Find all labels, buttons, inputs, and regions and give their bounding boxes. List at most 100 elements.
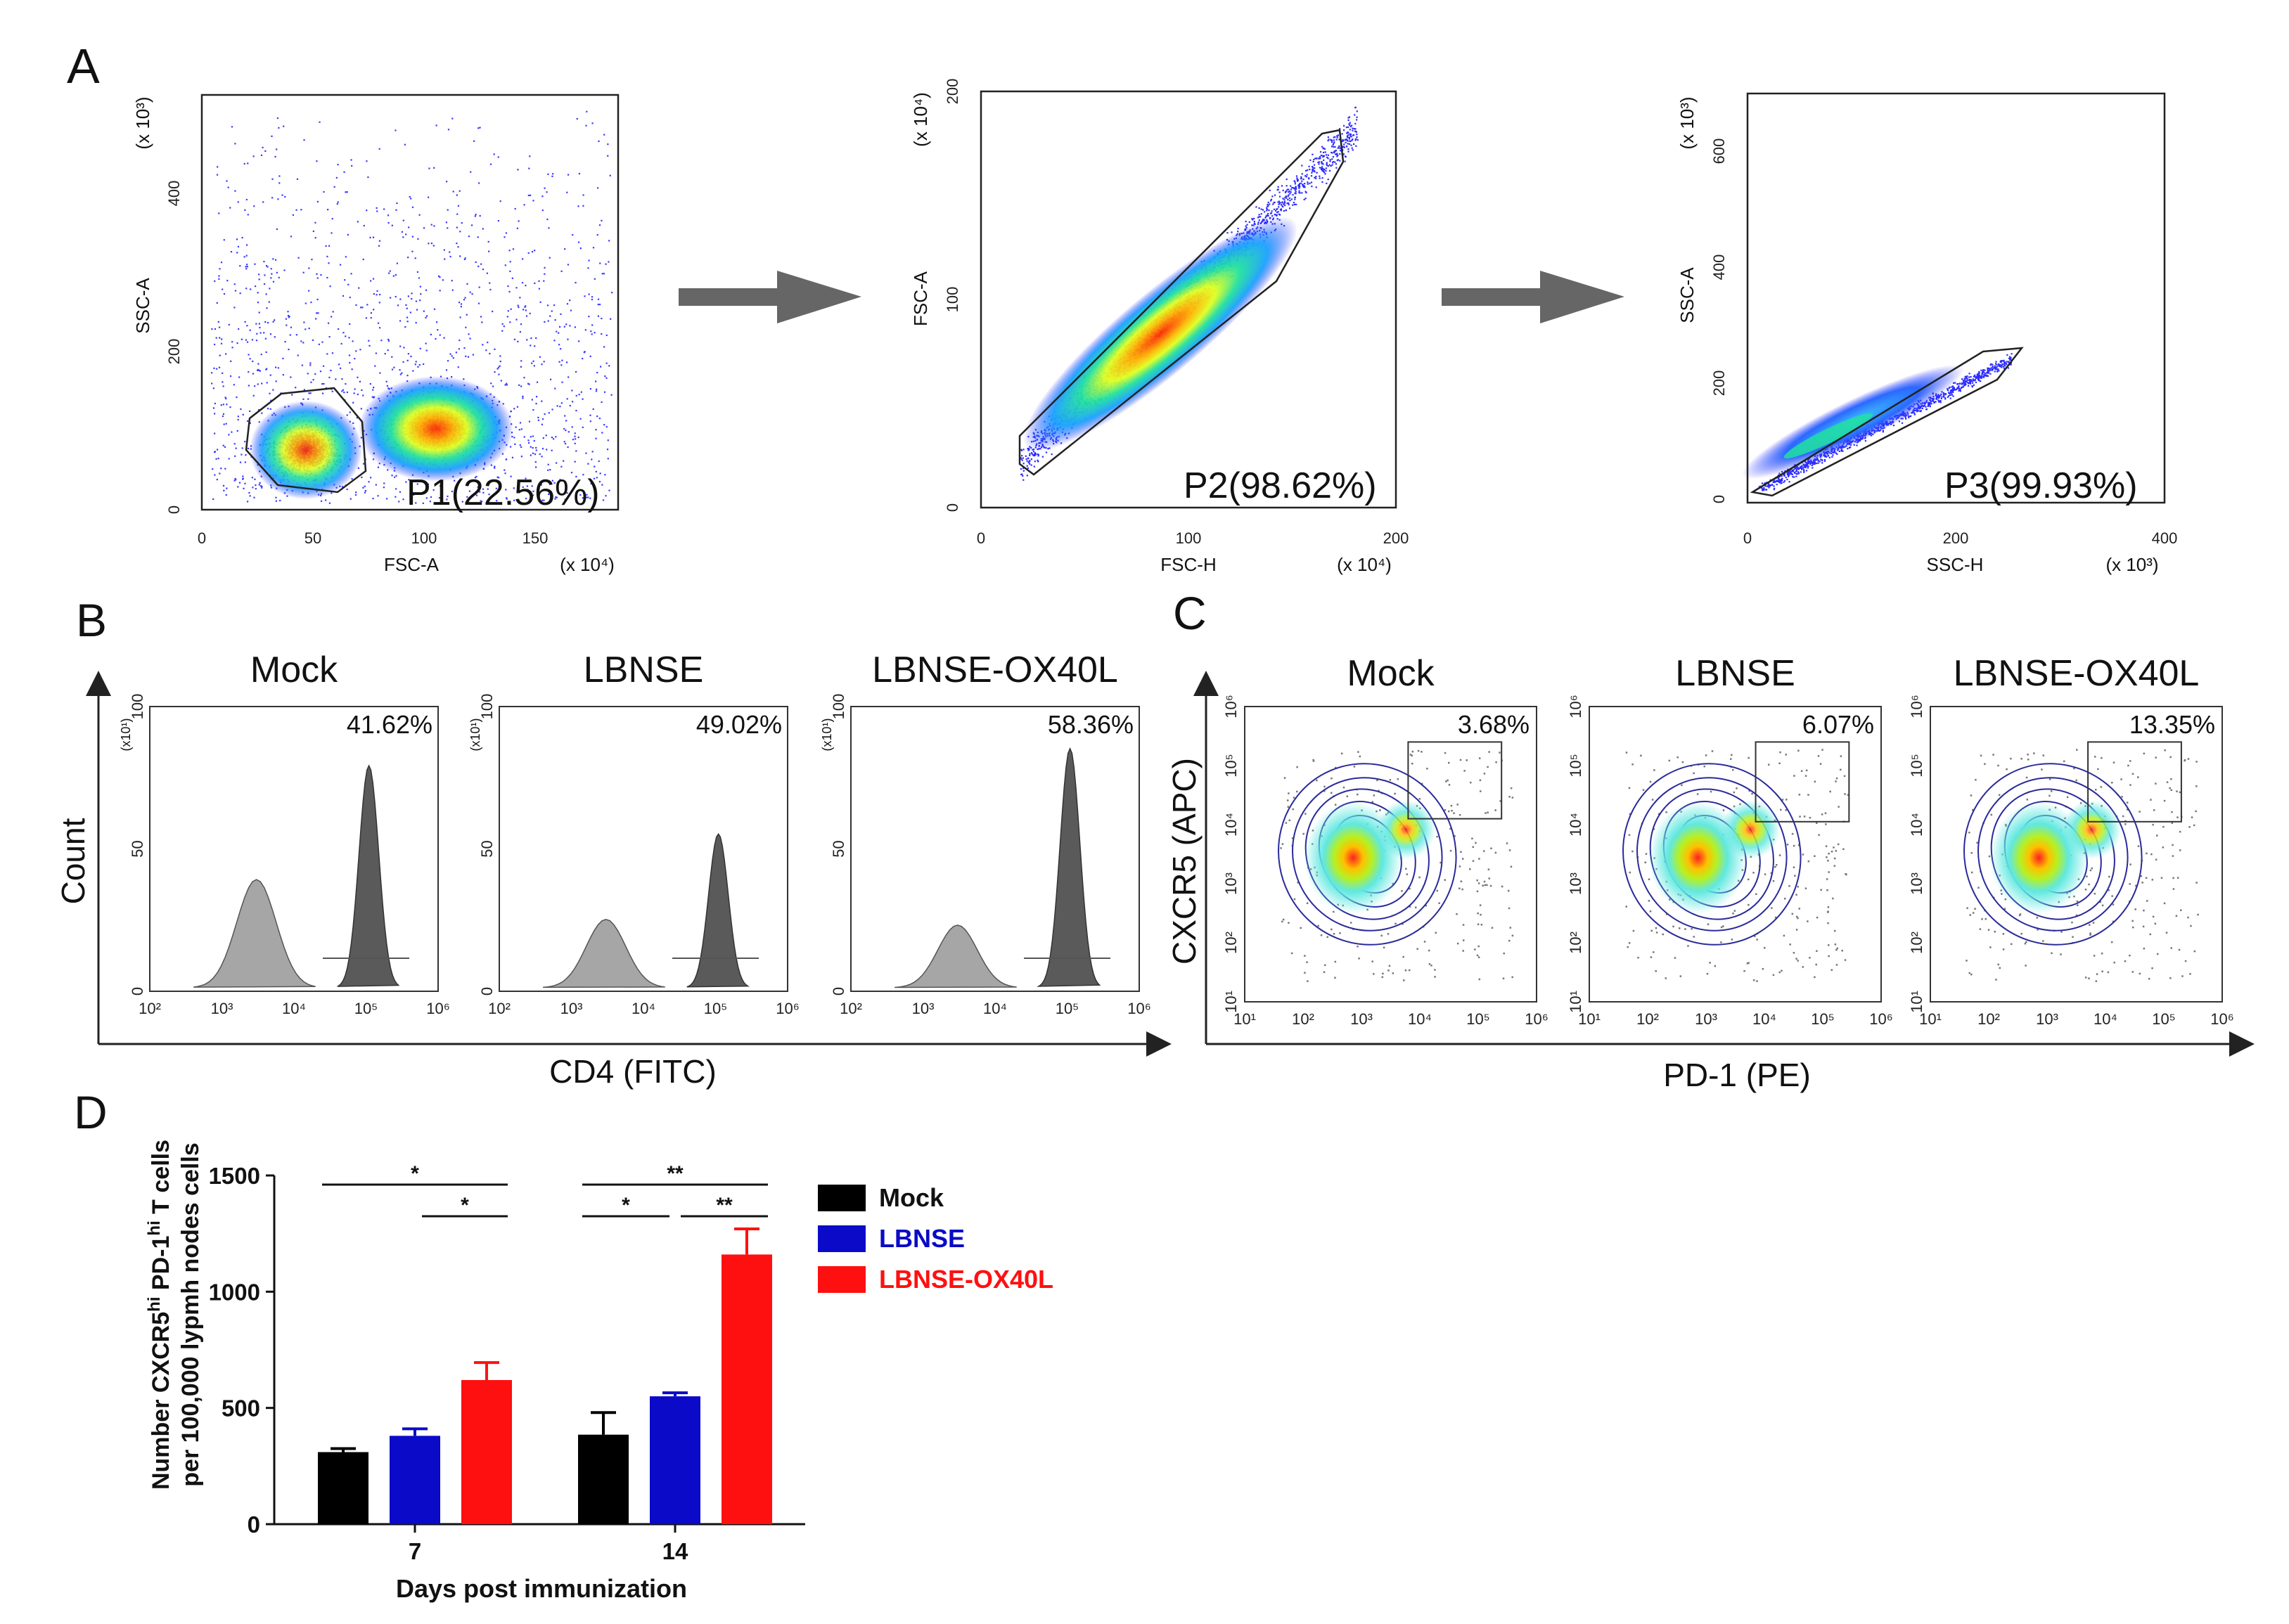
a2-dot bbox=[1349, 129, 1351, 131]
a2-dot bbox=[1357, 138, 1359, 141]
a2-dot bbox=[1268, 210, 1270, 212]
a1-dot bbox=[598, 418, 601, 420]
a1-dot bbox=[481, 321, 483, 323]
a2-dot bbox=[1026, 465, 1028, 467]
a1-dot bbox=[245, 254, 248, 257]
a1-dot bbox=[541, 195, 544, 198]
a3-dot bbox=[1817, 460, 1820, 462]
a3-dot bbox=[1989, 369, 1992, 371]
a1-dot bbox=[264, 274, 266, 276]
a1-dot bbox=[274, 366, 277, 368]
a3-dot bbox=[1856, 444, 1858, 446]
a1-dot bbox=[238, 328, 240, 330]
a1-dot bbox=[563, 441, 565, 443]
a1-dot bbox=[308, 290, 310, 292]
a3-dot bbox=[1776, 480, 1779, 483]
a1-dot bbox=[214, 474, 216, 476]
a1-dot bbox=[401, 372, 403, 374]
a1-dot bbox=[348, 337, 350, 339]
a3-dot bbox=[1788, 473, 1790, 475]
a2-dot bbox=[1332, 143, 1334, 146]
a3-dot bbox=[1790, 470, 1793, 472]
a2-dot bbox=[1326, 164, 1328, 167]
a2-dot bbox=[1324, 151, 1326, 153]
a1-dot bbox=[605, 377, 608, 379]
a1-dot bbox=[355, 491, 357, 494]
a2-dot bbox=[1290, 191, 1292, 193]
a1-dot bbox=[591, 324, 594, 326]
a3-dot bbox=[1990, 363, 1992, 365]
a1-dot bbox=[233, 307, 236, 309]
a3-dot bbox=[1956, 387, 1958, 389]
a3-dot bbox=[1956, 382, 1959, 385]
a3-dot bbox=[1973, 384, 1975, 386]
a1-dot bbox=[271, 135, 273, 137]
a2-dot bbox=[1302, 185, 1304, 187]
a3-dot bbox=[1783, 475, 1785, 477]
a1-dot bbox=[372, 278, 375, 280]
a1-dot bbox=[567, 264, 570, 266]
a3-dot bbox=[1971, 380, 1973, 382]
a1-dot bbox=[316, 200, 319, 203]
a1-dot bbox=[288, 348, 290, 351]
a1-dot bbox=[506, 382, 508, 385]
a1-dot bbox=[270, 399, 272, 401]
a1-dot bbox=[243, 162, 245, 165]
a3-dot bbox=[1933, 401, 1935, 404]
a2-dot bbox=[1293, 180, 1295, 182]
a1-dot bbox=[278, 182, 281, 184]
a1-dot bbox=[561, 381, 563, 383]
a1-dot bbox=[459, 339, 461, 342]
a1-dot bbox=[534, 460, 537, 463]
a1-dot bbox=[575, 409, 577, 412]
a2-dot bbox=[1271, 210, 1273, 212]
a3-dot bbox=[1995, 361, 1997, 363]
a1-dot bbox=[592, 247, 595, 249]
a1-dot bbox=[446, 498, 448, 501]
a1-dot bbox=[480, 500, 482, 502]
a1-dot bbox=[244, 209, 246, 211]
a2-dot bbox=[1323, 159, 1325, 161]
a2-dot bbox=[1327, 136, 1329, 138]
a1-dot bbox=[233, 479, 236, 482]
a2-dot bbox=[1026, 475, 1028, 477]
a3-dot bbox=[1975, 381, 1977, 384]
a2-dot bbox=[1307, 169, 1309, 172]
a2-dot bbox=[1312, 170, 1314, 172]
a1-dot bbox=[478, 286, 480, 288]
a2-dot bbox=[1349, 124, 1351, 126]
a3-dot bbox=[1767, 482, 1769, 485]
a2-dot bbox=[1266, 207, 1268, 209]
a1-dot bbox=[589, 414, 591, 416]
a1-dot bbox=[342, 332, 345, 334]
a1-dot bbox=[418, 277, 421, 279]
a1-dot bbox=[303, 389, 305, 391]
a1-dot bbox=[608, 261, 610, 263]
a1-dot bbox=[391, 475, 393, 477]
a2-dot bbox=[1025, 458, 1027, 460]
a2-dot bbox=[1257, 221, 1259, 224]
a1-frame bbox=[200, 94, 620, 511]
a1-dot bbox=[603, 134, 605, 136]
a1-dot bbox=[504, 236, 506, 238]
a1-dot bbox=[345, 335, 347, 337]
a1-dot bbox=[607, 143, 609, 146]
a2-dot bbox=[1286, 202, 1288, 205]
a1-dot bbox=[423, 310, 425, 312]
a1-dot bbox=[469, 337, 471, 340]
a1-dot bbox=[349, 411, 351, 413]
a2-xtick: 100 bbox=[1176, 529, 1202, 547]
a1-dot bbox=[518, 220, 520, 222]
a2-dot bbox=[1027, 461, 1030, 463]
a3-dot bbox=[1998, 364, 2000, 366]
a1-dot bbox=[406, 375, 409, 377]
a1-density-low bbox=[250, 401, 362, 499]
a1-dot bbox=[376, 207, 378, 209]
a1-dot bbox=[234, 190, 236, 192]
a1-dot bbox=[370, 477, 372, 479]
a1-dot bbox=[527, 442, 530, 444]
a1-dot bbox=[532, 490, 534, 493]
a1-dot bbox=[513, 338, 516, 340]
a1-dot bbox=[263, 283, 266, 285]
a1-xtick: 50 bbox=[304, 529, 321, 547]
